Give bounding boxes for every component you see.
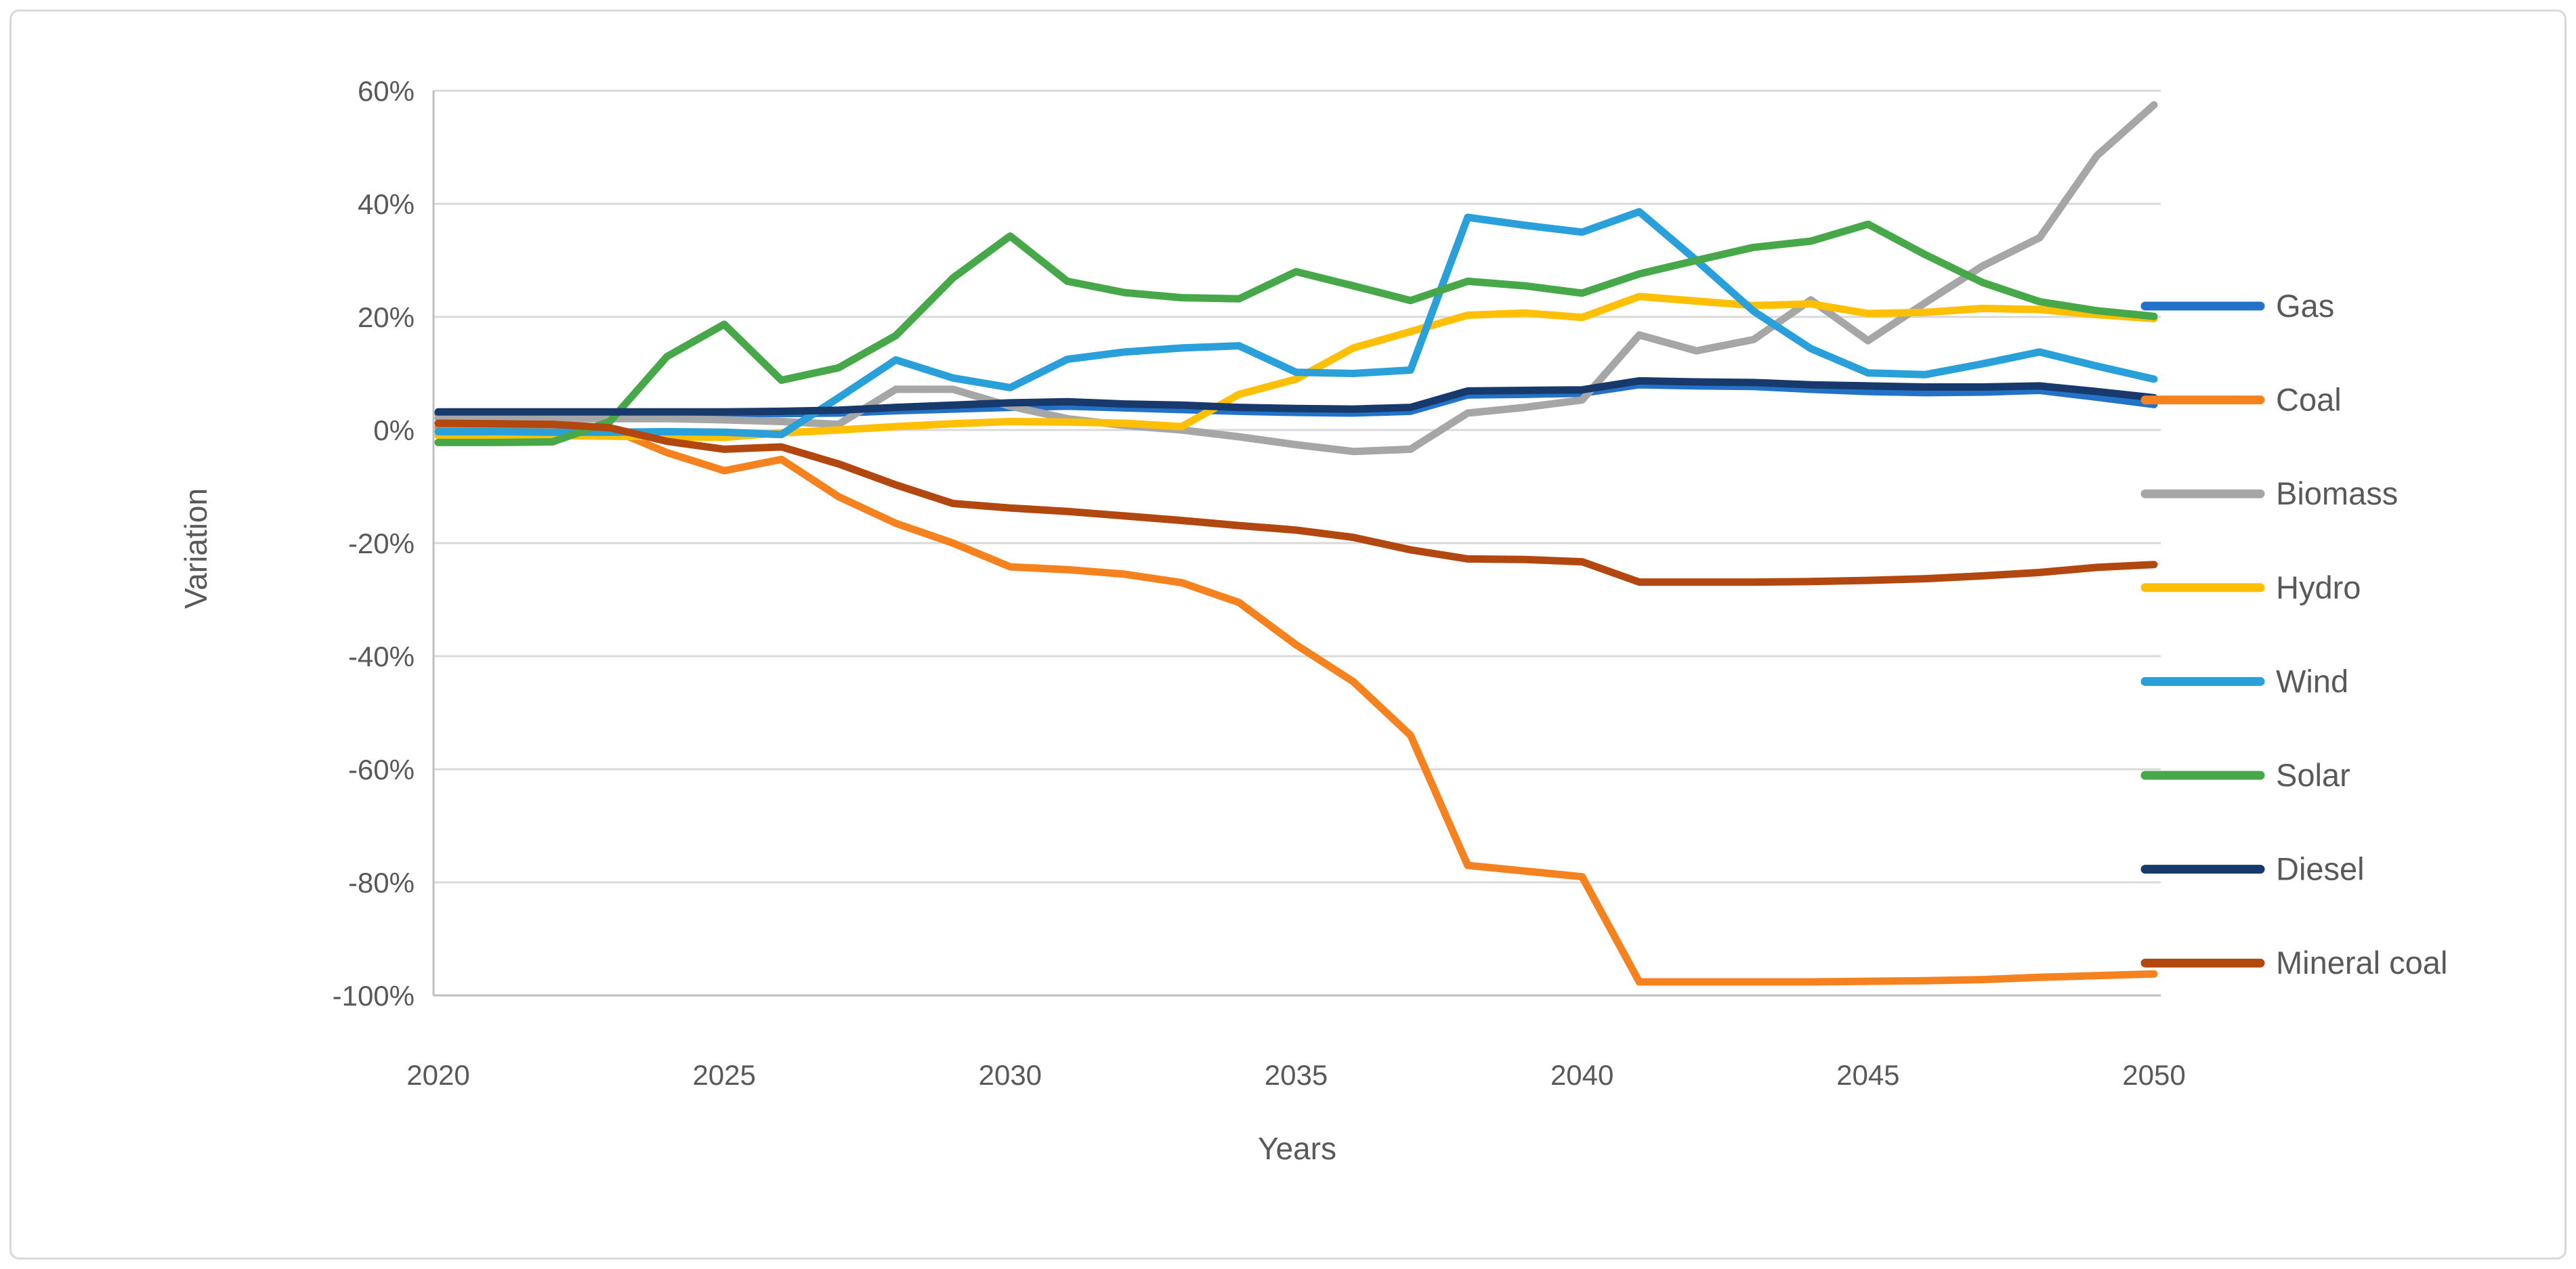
series-line-diesel <box>434 377 2158 416</box>
x-tick-label-2050: 2050 <box>2122 1059 2185 1091</box>
legend-label-wind: Wind <box>2276 663 2348 699</box>
y-tick-label--100: -100% <box>333 980 415 1012</box>
y-axis-title: Variation <box>178 488 213 609</box>
series-line-biomass <box>434 101 2158 456</box>
x-tick-label-2035: 2035 <box>1265 1059 1328 1091</box>
legend-label-biomass: Biomass <box>2276 475 2398 511</box>
series-lines <box>434 101 2158 986</box>
series-line-solar <box>434 220 2158 446</box>
y-tick-label-0: 0% <box>373 414 415 446</box>
series-line-mineral-coal <box>434 419 2158 586</box>
legend-label-diesel: Diesel <box>2276 851 2365 887</box>
y-tick-label--40: -40% <box>348 641 415 672</box>
x-tick-label-2025: 2025 <box>692 1059 755 1091</box>
series-line-hydro <box>434 293 2158 442</box>
legend-label-hydro: Hydro <box>2276 569 2361 605</box>
legend-label-solar: Solar <box>2276 757 2350 793</box>
y-tick-label-20: 20% <box>358 301 415 333</box>
legend-label-mineral-coal: Mineral coal <box>2276 945 2447 981</box>
x-tick-label-2020: 2020 <box>406 1059 469 1091</box>
x-tick-label-2040: 2040 <box>1550 1059 1613 1091</box>
y-tick-label--60: -60% <box>348 754 415 786</box>
series-line-wind <box>434 208 2158 439</box>
legend-label-gas: Gas <box>2276 288 2334 324</box>
tick-labels: 60% 40% 20% 0% -20% -40% -60% -80% -100% 2020 2025… <box>333 75 2186 1091</box>
x-axis-title: Years <box>1258 1131 1336 1166</box>
gridlines <box>434 89 2161 997</box>
y-tick-label-40: 40% <box>358 188 415 220</box>
legend: Gas Coal Biomass Hydro Wind Solar Diesel Minera… <box>2140 288 2447 981</box>
x-tick-label-2030: 2030 <box>979 1059 1042 1091</box>
legend-label-coal: Coal <box>2276 382 2342 418</box>
axes <box>432 91 2161 997</box>
series-line-coal <box>434 421 2158 986</box>
y-tick-label--80: -80% <box>348 867 415 899</box>
x-tick-label-2045: 2045 <box>1836 1059 1899 1091</box>
y-tick-label--20: -20% <box>348 528 415 559</box>
y-tick-label-60: 60% <box>358 75 415 107</box>
